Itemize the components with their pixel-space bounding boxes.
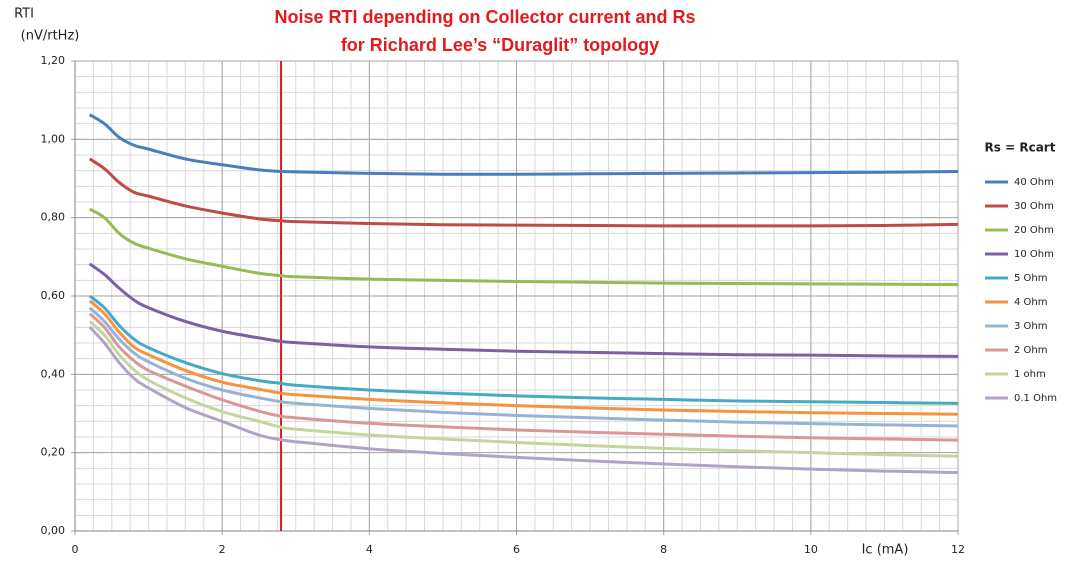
- x-tick-label: 0: [72, 543, 79, 556]
- series-line: [88, 262, 959, 358]
- y-tick-label: 1,00: [41, 132, 66, 145]
- y-tick-label: 0,60: [41, 289, 66, 302]
- series-line: [88, 113, 959, 176]
- x-axis-label: Ic (mA): [862, 543, 909, 558]
- x-tick-label: 2: [219, 543, 226, 556]
- chart-title: Noise RTI depending on Collector current…: [274, 7, 695, 27]
- series-line: [88, 306, 959, 428]
- y-tick-label: 0,40: [41, 367, 66, 380]
- legend-label: 5 Ohm: [1014, 273, 1048, 284]
- series-line: [88, 325, 959, 475]
- legend-label: 20 Ohm: [1014, 225, 1054, 236]
- legend-title: Rs = Rcart: [985, 141, 1056, 155]
- chart-title: for Richard Lee’s “Duraglit” topology: [341, 35, 659, 55]
- series-line: [88, 207, 959, 287]
- x-tick-label: 4: [366, 543, 373, 556]
- series-line: [88, 299, 959, 416]
- legend-label: 30 Ohm: [1014, 201, 1054, 212]
- y-tick-label: 0,80: [41, 211, 66, 224]
- y-axis-label: RTI: [14, 7, 34, 22]
- legend-label: 3 Ohm: [1014, 321, 1048, 332]
- legend-label: 0.1 Ohm: [1014, 393, 1057, 404]
- series-line: [88, 320, 959, 458]
- x-tick-label: 12: [951, 543, 965, 556]
- legend-label: 1 ohm: [1014, 369, 1046, 380]
- series-line: [88, 157, 959, 228]
- series-line: [88, 312, 959, 442]
- legend-label: 10 Ohm: [1014, 249, 1054, 260]
- y-tick-label: 0,20: [41, 446, 66, 459]
- x-tick-label: 6: [513, 543, 520, 556]
- legend-label: 4 Ohm: [1014, 297, 1048, 308]
- y-axis-label: (nV/rtHz): [21, 29, 80, 44]
- y-tick-label: 0,00: [41, 524, 66, 537]
- x-tick-label: 10: [804, 543, 818, 556]
- legend-label: 2 Ohm: [1014, 345, 1048, 356]
- series-line: [88, 294, 959, 405]
- y-tick-label: 1,20: [41, 54, 66, 67]
- x-tick-label: 8: [660, 543, 667, 556]
- legend-label: 40 Ohm: [1014, 177, 1054, 188]
